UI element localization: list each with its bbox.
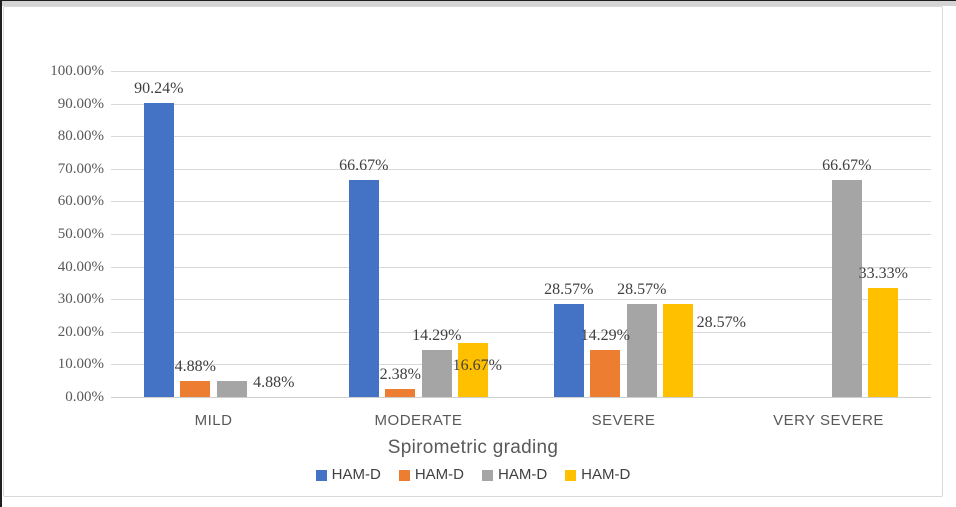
legend-item-series2: HAM-D [398,466,464,484]
category-label-very-severe: VERY SEVERE [773,412,884,429]
chart-frame[interactable]: 100.00% 90.00% 80.00% 70.00% 60.00% 50.00% 40.… [3,6,943,497]
gridline [111,267,931,268]
bar-very-severe-series3 [831,179,862,397]
data-label: 14.29% [580,327,630,345]
y-tick-label: 0.00% [65,389,104,405]
bar-moderate-series4 [458,342,489,397]
gridline [111,234,931,235]
bar-severe-series4 [663,303,694,397]
x-axis-line [111,397,931,398]
category-label-mild: MILD [194,412,233,429]
gridline [111,201,931,202]
data-label: 33.33% [858,265,908,283]
gridline [111,71,931,72]
y-tick-label: 10.00% [57,356,104,373]
x-axis-title: Spirometric grading [387,437,559,458]
page-top-margin-strip [0,1,956,6]
legend-marker-icon [482,469,493,481]
legend-item-series3: HAM-D [482,466,547,484]
y-tick-label: 60.00% [57,193,104,210]
page-top-border [0,0,956,1]
gridline [111,169,931,170]
data-label: 14.29% [412,327,462,345]
y-tick-label: 70.00% [57,160,104,177]
legend-label: HAM-D [414,466,464,483]
y-tick-label: 90.00% [57,95,104,112]
data-label: 28.57% [544,280,594,298]
data-label: 90.24% [134,79,184,97]
y-tick-label: 100.00% [50,63,104,79]
y-tick-label: 80.00% [57,128,104,145]
bar-severe-series1 [553,303,584,397]
bar-moderate-series3 [421,350,452,397]
data-label: 28.57% [617,280,667,298]
gridline [111,299,931,300]
legend-marker-icon [565,469,577,481]
gridline [111,136,931,137]
legend-item-series4: HAM-D [565,466,630,484]
data-label: 66.67% [339,156,389,174]
legend-label: HAM-D [498,466,548,483]
gridline [111,364,931,365]
bar-severe-series3 [626,303,657,397]
legend-marker-icon [398,469,410,481]
y-tick-label: 30.00% [57,291,104,308]
plot-area: 90.24% 4.88% 4.88% 66.67% 2.38% 14.29% 16.67% 2… [111,71,931,398]
y-tick-label: 50.00% [57,226,104,242]
bar-very-severe-series4 [868,288,899,397]
data-label: 4.88% [253,374,295,392]
category-label-severe: SEVERE [591,412,656,429]
y-tick-label: 20.00% [57,323,104,340]
page-left-border [0,0,2,507]
legend-item-series1: HAM-D [315,466,381,484]
data-label: 4.88% [174,358,216,376]
data-label: 16.67% [452,356,502,374]
bar-mild-series3 [216,381,247,397]
bar-mild-series1 [143,102,174,397]
bar-severe-series2 [590,350,621,397]
data-label: 2.38% [379,366,421,384]
bar-moderate-series1 [348,179,379,397]
bar-mild-series2 [180,381,211,397]
legend-marker-icon [315,469,327,481]
y-tick-label: 40.00% [57,258,104,275]
legend-label: HAM-D [331,466,381,483]
data-label: 66.67% [822,156,872,174]
category-label-moderate: MODERATE [374,412,463,429]
bar-moderate-series2 [385,389,416,397]
data-label: 28.57% [696,313,746,331]
legend-label: HAM-D [581,466,631,483]
gridline [111,104,931,105]
gridline [111,332,931,333]
legend: HAM-D HAM-D HAM-D HAM-D [4,466,942,484]
